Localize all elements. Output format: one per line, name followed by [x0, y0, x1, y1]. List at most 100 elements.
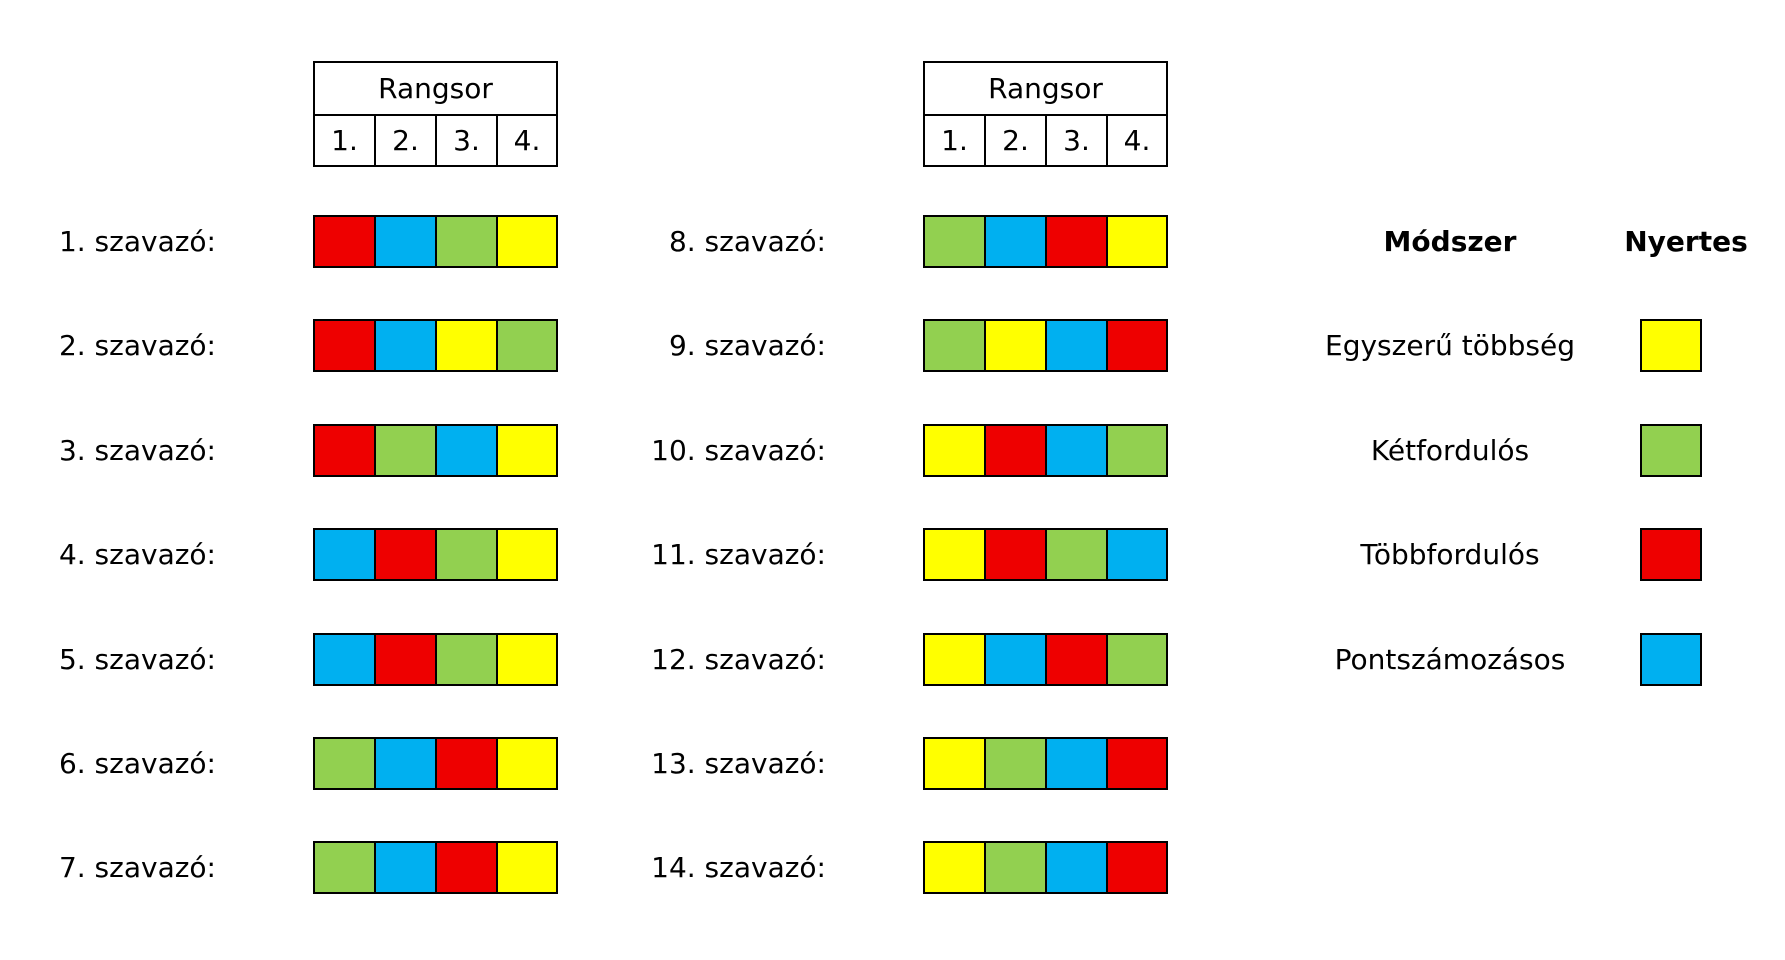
voter-row: 13. szavazó:: [610, 737, 1170, 790]
rank-cell-green: [984, 737, 1045, 790]
method-name: Kétfordulós: [1370, 433, 1530, 467]
ranking-cells: [923, 737, 1168, 790]
rank-cell-green: [1045, 528, 1106, 582]
voter-row: 9. szavazó:: [610, 319, 1170, 373]
result-row: Pontszámozásos: [1300, 632, 1785, 686]
voter-row: 8. szavazó:: [610, 215, 1170, 268]
rank-cell-green: [1106, 632, 1168, 686]
rank-cell-yellow: [496, 737, 558, 790]
winner-swatch-green: [1640, 423, 1702, 477]
method-name: Pontszámozásos: [1334, 642, 1566, 676]
ranking-cells: [313, 528, 558, 582]
rank-cell-green: [496, 319, 558, 373]
voter-label: 5. szavazó:: [58, 642, 216, 676]
rank-label: 4.: [1106, 114, 1168, 167]
rank-label: 1.: [313, 114, 374, 167]
rank-cell-blue: [1045, 319, 1106, 373]
rank-cell-green: [923, 319, 984, 373]
rank-cell-yellow: [496, 215, 558, 268]
rank-cell-blue: [313, 528, 374, 582]
rank-label: 1.: [923, 114, 984, 167]
rank-cell-blue: [374, 319, 435, 373]
voter-label: 10. szavazó:: [651, 433, 826, 467]
rank-cell-blue: [374, 215, 435, 268]
rank-cell-yellow: [923, 841, 984, 895]
result-row: Kétfordulós: [1300, 423, 1785, 477]
rank-cell-blue: [1106, 528, 1168, 582]
rank-cell-red: [374, 632, 435, 686]
voter-row: 12. szavazó:: [610, 632, 1170, 686]
ranking-cells: [313, 841, 558, 895]
rank-cell-red: [313, 319, 374, 373]
voter-row: 5. szavazó:: [0, 632, 560, 686]
voter-label: 9. szavazó:: [668, 329, 826, 363]
voter-label: 3. szavazó:: [58, 433, 216, 467]
voter-label: 4. szavazó:: [58, 538, 216, 572]
voter-label: 12. szavazó:: [651, 642, 826, 676]
rank-cell-green: [313, 841, 374, 895]
voter-row: 1. szavazó:: [0, 215, 560, 268]
voter-row: 2. szavazó:: [0, 319, 560, 373]
ranking-header-title: Rangsor: [313, 61, 558, 116]
winner-swatch-yellow: [1640, 319, 1702, 373]
rank-cell-red: [1106, 841, 1168, 895]
rank-label: 3.: [435, 114, 496, 167]
voter-label: 13. szavazó:: [651, 747, 826, 780]
rank-cell-yellow: [496, 632, 558, 686]
method-name: Egyszerű többség: [1325, 329, 1575, 363]
voter-label: 1. szavazó:: [58, 225, 216, 258]
rank-label: 2.: [374, 114, 435, 167]
ranking-cells: [923, 423, 1168, 477]
rank-cell-red: [435, 737, 496, 790]
rank-cell-blue: [1045, 841, 1106, 895]
rank-cell-blue: [984, 632, 1045, 686]
result-row: Többfordulós: [1300, 528, 1785, 582]
ranking-cells: [313, 632, 558, 686]
ranking-header-ranks: 1. 2. 3. 4.: [313, 114, 558, 167]
ranking-header-title: Rangsor: [923, 61, 1168, 116]
rank-cell-green: [435, 215, 496, 268]
ranking-header-ranks: 1. 2. 3. 4.: [923, 114, 1168, 167]
rank-label: 4.: [496, 114, 558, 167]
rank-cell-yellow: [496, 528, 558, 582]
rank-cell-green: [435, 632, 496, 686]
ranking-cells: [313, 737, 558, 790]
rank-cell-red: [1045, 215, 1106, 268]
ranking-cells: [923, 528, 1168, 582]
rank-cell-yellow: [923, 737, 984, 790]
voter-row: 3. szavazó:: [0, 423, 560, 477]
voter-label: 11. szavazó:: [651, 538, 826, 572]
rank-cell-blue: [435, 423, 496, 477]
voter-label: 2. szavazó:: [58, 329, 216, 363]
winner-header: Nyertes: [1624, 225, 1748, 258]
rank-cell-red: [313, 423, 374, 477]
ranking-cells: [923, 319, 1168, 373]
rank-cell-green: [984, 841, 1045, 895]
voter-label: 8. szavazó:: [668, 225, 826, 258]
method-name: Többfordulós: [1360, 538, 1540, 572]
ranking-cells: [313, 319, 558, 373]
rank-cell-blue: [313, 632, 374, 686]
rank-cell-blue: [984, 215, 1045, 268]
rank-cell-yellow: [1106, 215, 1168, 268]
rank-cell-red: [984, 528, 1045, 582]
rank-label: 3.: [1045, 114, 1106, 167]
winner-swatch-blue: [1640, 632, 1702, 686]
voter-row: 11. szavazó:: [610, 528, 1170, 582]
voter-label: 14. szavazó:: [651, 851, 826, 885]
rank-cell-yellow: [496, 423, 558, 477]
result-row: Egyszerű többség: [1300, 319, 1785, 373]
rank-cell-blue: [374, 841, 435, 895]
ranking-header-right: Rangsor 1. 2. 3. 4.: [923, 61, 1168, 167]
ranking-cells: [923, 632, 1168, 686]
voter-row: 4. szavazó:: [0, 528, 560, 582]
voter-row: 14. szavazó:: [610, 841, 1170, 895]
rank-cell-green: [1106, 423, 1168, 477]
ranking-cells: [923, 215, 1168, 268]
rank-cell-red: [374, 528, 435, 582]
rank-cell-yellow: [984, 319, 1045, 373]
rank-cell-red: [313, 215, 374, 268]
method-header: Módszer: [1383, 225, 1517, 258]
rank-cell-blue: [1045, 423, 1106, 477]
rank-cell-yellow: [923, 528, 984, 582]
